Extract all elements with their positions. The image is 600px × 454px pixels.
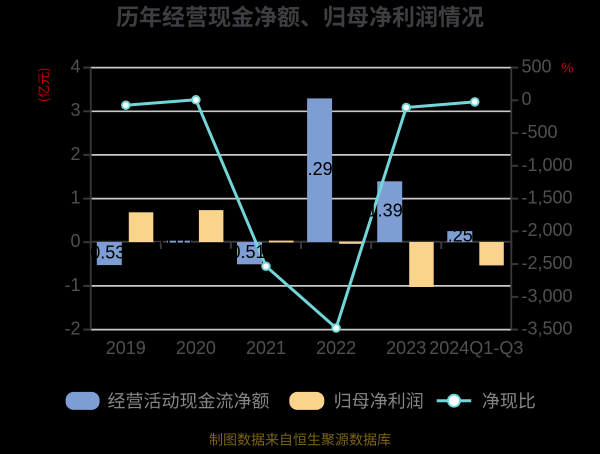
svg-text:2019: 2019 (106, 338, 146, 358)
svg-text:-3,000: -3,000 (522, 286, 573, 306)
svg-text:-2,500: -2,500 (522, 253, 573, 273)
svg-text:2022: 2022 (316, 338, 356, 358)
svg-text:-1,500: -1,500 (522, 188, 573, 208)
svg-text:-0.01: -0.01 (154, 231, 195, 251)
svg-text:500: 500 (522, 57, 552, 77)
svg-text:4: 4 (70, 57, 80, 77)
svg-text:2023: 2023 (386, 338, 426, 358)
svg-text:0: 0 (70, 231, 80, 251)
svg-text:0: 0 (522, 89, 532, 109)
svg-text:-500: -500 (522, 122, 558, 142)
svg-text:%: % (561, 59, 573, 75)
svg-text:2021: 2021 (246, 338, 286, 358)
svg-text:-2: -2 (64, 319, 80, 339)
svg-text:-0.53: -0.53 (84, 242, 125, 262)
svg-text:-3,500: -3,500 (522, 319, 573, 339)
svg-text:-1,000: -1,000 (522, 155, 573, 175)
svg-text:-1: -1 (64, 275, 80, 295)
svg-text:-0.51: -0.51 (224, 242, 265, 262)
svg-text:-2,000: -2,000 (522, 220, 573, 240)
svg-text:2020: 2020 (176, 338, 216, 358)
svg-text:0.25: 0.25 (438, 225, 473, 245)
svg-text:3: 3 (70, 100, 80, 120)
svg-text:1: 1 (70, 188, 80, 208)
svg-text:2: 2 (70, 144, 80, 164)
svg-text:1.39: 1.39 (368, 201, 403, 221)
svg-text:3.29: 3.29 (298, 159, 333, 179)
svg-text:2024Q1-Q3: 2024Q1-Q3 (429, 338, 523, 358)
